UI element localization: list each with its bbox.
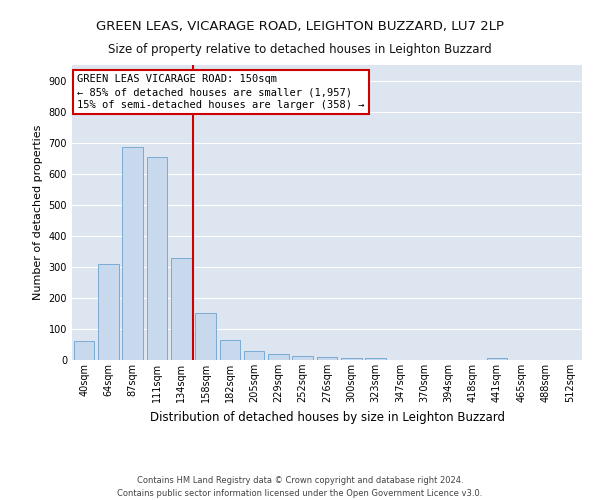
Bar	[98, 264, 119, 360]
Bar	[317, 357, 337, 360]
Bar	[171, 258, 191, 360]
Bar	[292, 356, 313, 360]
X-axis label: Distribution of detached houses by size in Leighton Buzzard: Distribution of detached houses by size …	[149, 410, 505, 424]
Bar	[487, 358, 508, 360]
Text: Size of property relative to detached houses in Leighton Buzzard: Size of property relative to detached ho…	[108, 42, 492, 56]
Text: GREEN LEAS, VICARAGE ROAD, LEIGHTON BUZZARD, LU7 2LP: GREEN LEAS, VICARAGE ROAD, LEIGHTON BUZZ…	[96, 20, 504, 33]
Bar	[220, 340, 240, 360]
Bar	[122, 148, 143, 360]
Bar	[341, 358, 362, 360]
Y-axis label: Number of detached properties: Number of detached properties	[33, 125, 43, 300]
Bar	[74, 342, 94, 360]
Bar	[244, 350, 265, 360]
Bar	[268, 354, 289, 360]
Text: GREEN LEAS VICARAGE ROAD: 150sqm
← 85% of detached houses are smaller (1,957)
15: GREEN LEAS VICARAGE ROAD: 150sqm ← 85% o…	[77, 74, 365, 110]
Text: Contains HM Land Registry data © Crown copyright and database right 2024.
Contai: Contains HM Land Registry data © Crown c…	[118, 476, 482, 498]
Bar	[195, 314, 216, 360]
Bar	[365, 358, 386, 360]
Bar	[146, 156, 167, 360]
